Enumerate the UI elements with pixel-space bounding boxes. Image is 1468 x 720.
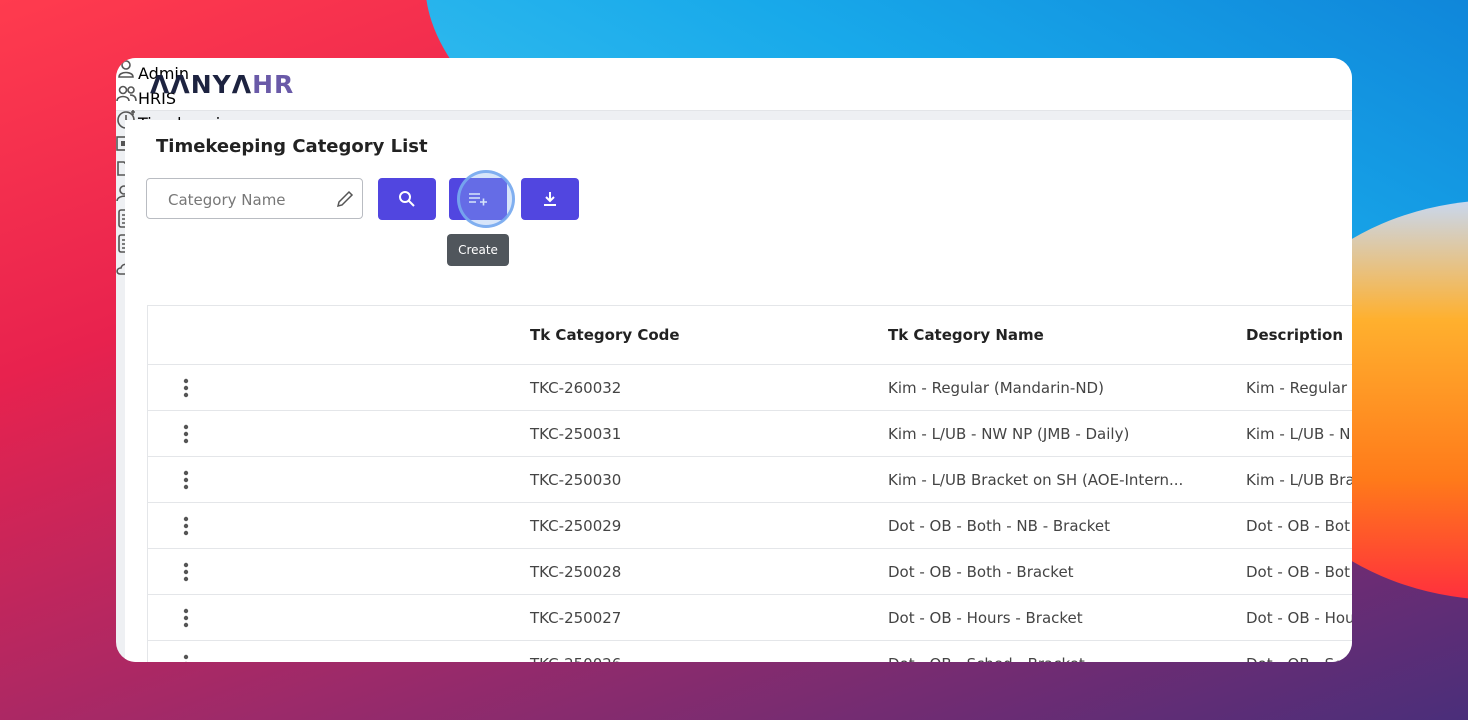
row-menu[interactable] <box>182 377 190 399</box>
row-menu[interactable] <box>182 653 190 662</box>
nav-item[interactable]: HRIS <box>116 83 1352 108</box>
column-header[interactable]: Tk Category Code <box>530 326 680 344</box>
logo-brand: ΛΛNYΛ <box>150 70 253 99</box>
kebab-icon <box>183 470 189 489</box>
table-cell: Kim - L/UB Bracket on SH (AOE-Intern... <box>888 470 1184 489</box>
table-cell: TKC-250028 <box>530 562 622 581</box>
table-cell: TKC-250031 <box>530 424 622 443</box>
row-menu[interactable] <box>182 515 190 537</box>
kebab-icon <box>183 516 189 535</box>
logo-suffix: HR <box>252 70 295 99</box>
table-row[interactable]: TKC-260032 Kim - Regular (Mandarin-ND) Kim… <box>148 365 1352 411</box>
placeholder: Category Name <box>168 191 286 209</box>
click-highlight <box>457 170 515 228</box>
table-cell: Dot - OB - Bot <box>1246 562 1350 581</box>
row-menu[interactable] <box>182 423 190 445</box>
row-menu[interactable] <box>182 561 190 583</box>
table-cell: Kim - Regular ( <box>1246 378 1352 397</box>
table-cell: Kim - L/UB Bra <box>1246 470 1352 489</box>
table-cell: Dot - OB - Sc <box>1246 655 1342 663</box>
kebab-icon <box>183 608 189 627</box>
search-button[interactable] <box>378 178 436 220</box>
table-cell: Kim - Regular (Mandarin-ND) <box>888 378 1104 397</box>
tooltip: Create <box>447 234 509 266</box>
table-cell: Dot - OB - Both - Bracket <box>888 562 1074 581</box>
nav-icon <box>116 85 137 102</box>
table-cell: TKC-260032 <box>530 378 622 397</box>
table-cell: Dot - OB - Bot <box>1246 516 1350 535</box>
table-row[interactable]: TKC-250028 Dot - OB - Both - Bracket Dot -… <box>148 549 1352 595</box>
content-panel: Timekeeping Category List Category Name … <box>125 120 1352 662</box>
table-row[interactable]: TKC-250027 Dot - OB - Hours - Bracket Dot … <box>148 595 1352 641</box>
app-window: ΛΛNYΛHR AdminHRISTimekeepingPayrollESSMg… <box>116 58 1352 662</box>
search-input[interactable]: Category Name <box>146 178 363 219</box>
column-header[interactable]: Tk Category Name <box>888 326 1044 344</box>
nav-icon <box>118 60 134 78</box>
table-cell: TKC-250026 <box>530 655 621 663</box>
nav-label: Admin <box>138 64 189 83</box>
table-row[interactable]: TKC-250031 Kim - L/UB - NW NP (JMB - Dail… <box>148 411 1352 457</box>
nav-item[interactable]: Admin <box>116 58 1352 83</box>
table-cell: Dot - OB - Hours - Bracket <box>888 608 1083 627</box>
kebab-icon <box>183 562 189 581</box>
search-icon <box>399 191 415 207</box>
table-cell: TKC-250029 <box>530 516 622 535</box>
nav-label: HRIS <box>138 89 177 108</box>
kebab-icon <box>183 654 189 662</box>
table-cell: Dot - OB - Sched - Bracket <box>888 655 1085 663</box>
column-header[interactable]: Description <box>1246 326 1344 344</box>
row-menu[interactable] <box>182 469 190 491</box>
table-cell: TKC-250027 <box>530 608 622 627</box>
logo[interactable]: ΛΛNYΛHR <box>150 70 294 99</box>
data-table: Tk Category Code Tk Category Name Descript… <box>147 305 1352 662</box>
table-cell: Kim - L/UB - N <box>1246 424 1351 443</box>
download-icon <box>544 192 556 206</box>
table-header: Tk Category Code Tk Category Name Descript… <box>148 306 1352 365</box>
kebab-icon <box>183 424 189 443</box>
download-button[interactable] <box>521 178 579 220</box>
table-row[interactable]: TKC-250030 Kim - L/UB Bracket on SH (AOE-… <box>148 457 1352 503</box>
row-menu[interactable] <box>182 607 190 629</box>
edit-icon <box>336 190 354 208</box>
page-title: Timekeeping Category List <box>156 136 428 157</box>
kebab-icon <box>183 378 189 397</box>
table-cell: Dot - OB - Both - NB - Bracket <box>888 516 1111 535</box>
table-cell: Dot - OB - Hou <box>1246 608 1352 627</box>
top-nav: ΛΛNYΛHR AdminHRISTimekeepingPayrollESSMg… <box>116 58 1352 275</box>
table-cell: TKC-250030 <box>530 470 622 489</box>
table-row[interactable]: TKC-250026 Dot - OB - Sched - Bracket Dot … <box>148 641 1352 662</box>
table-row[interactable]: TKC-250029 Dot - OB - Both - NB - Bracket… <box>148 503 1352 549</box>
table-cell: Kim - L/UB - NW NP (JMB - Daily) <box>888 424 1130 443</box>
